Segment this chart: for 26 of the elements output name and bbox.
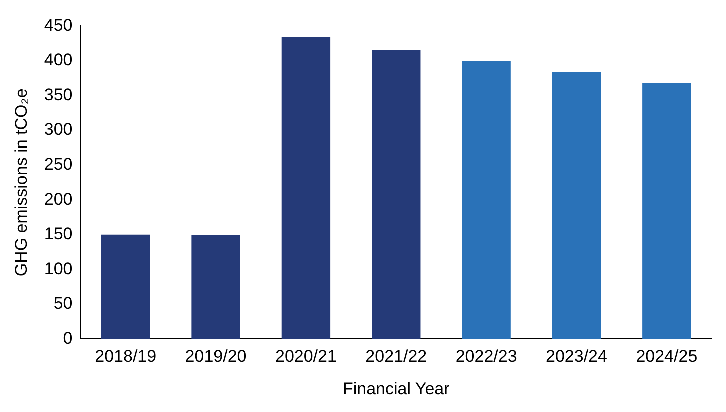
y-axis-title: GHG emissions in tCO₂e bbox=[12, 88, 31, 277]
x-tick-label: 2020/21 bbox=[275, 347, 337, 366]
x-tick-label: 2024/25 bbox=[636, 347, 698, 366]
x-tick-label: 2018/19 bbox=[95, 347, 157, 366]
bar bbox=[192, 236, 240, 340]
y-tick-label: 250 bbox=[44, 155, 73, 174]
bar bbox=[552, 72, 602, 340]
x-tick-label: 2021/22 bbox=[366, 347, 428, 366]
y-tick-label: 300 bbox=[44, 120, 73, 140]
y-tick-label: 200 bbox=[44, 190, 73, 209]
y-tick-label: 100 bbox=[44, 259, 73, 278]
x-tick-label: 2023/24 bbox=[546, 347, 608, 366]
y-tick-label: 400 bbox=[44, 50, 73, 70]
bar bbox=[102, 234, 150, 340]
x-tick-label: 2022/23 bbox=[456, 347, 518, 366]
x-axis-title: Financial Year bbox=[342, 379, 450, 398]
x-tick-label: 2019/20 bbox=[185, 347, 247, 366]
y-tick-label: 450 bbox=[44, 16, 73, 35]
bar bbox=[372, 50, 421, 340]
y-tick-label: 350 bbox=[44, 85, 73, 104]
y-tick-label: 0 bbox=[63, 328, 73, 348]
bar bbox=[462, 60, 511, 340]
bar bbox=[642, 83, 692, 340]
bar bbox=[282, 37, 331, 340]
y-tick-label: 150 bbox=[44, 224, 73, 244]
y-tick-label: 50 bbox=[54, 294, 73, 314]
